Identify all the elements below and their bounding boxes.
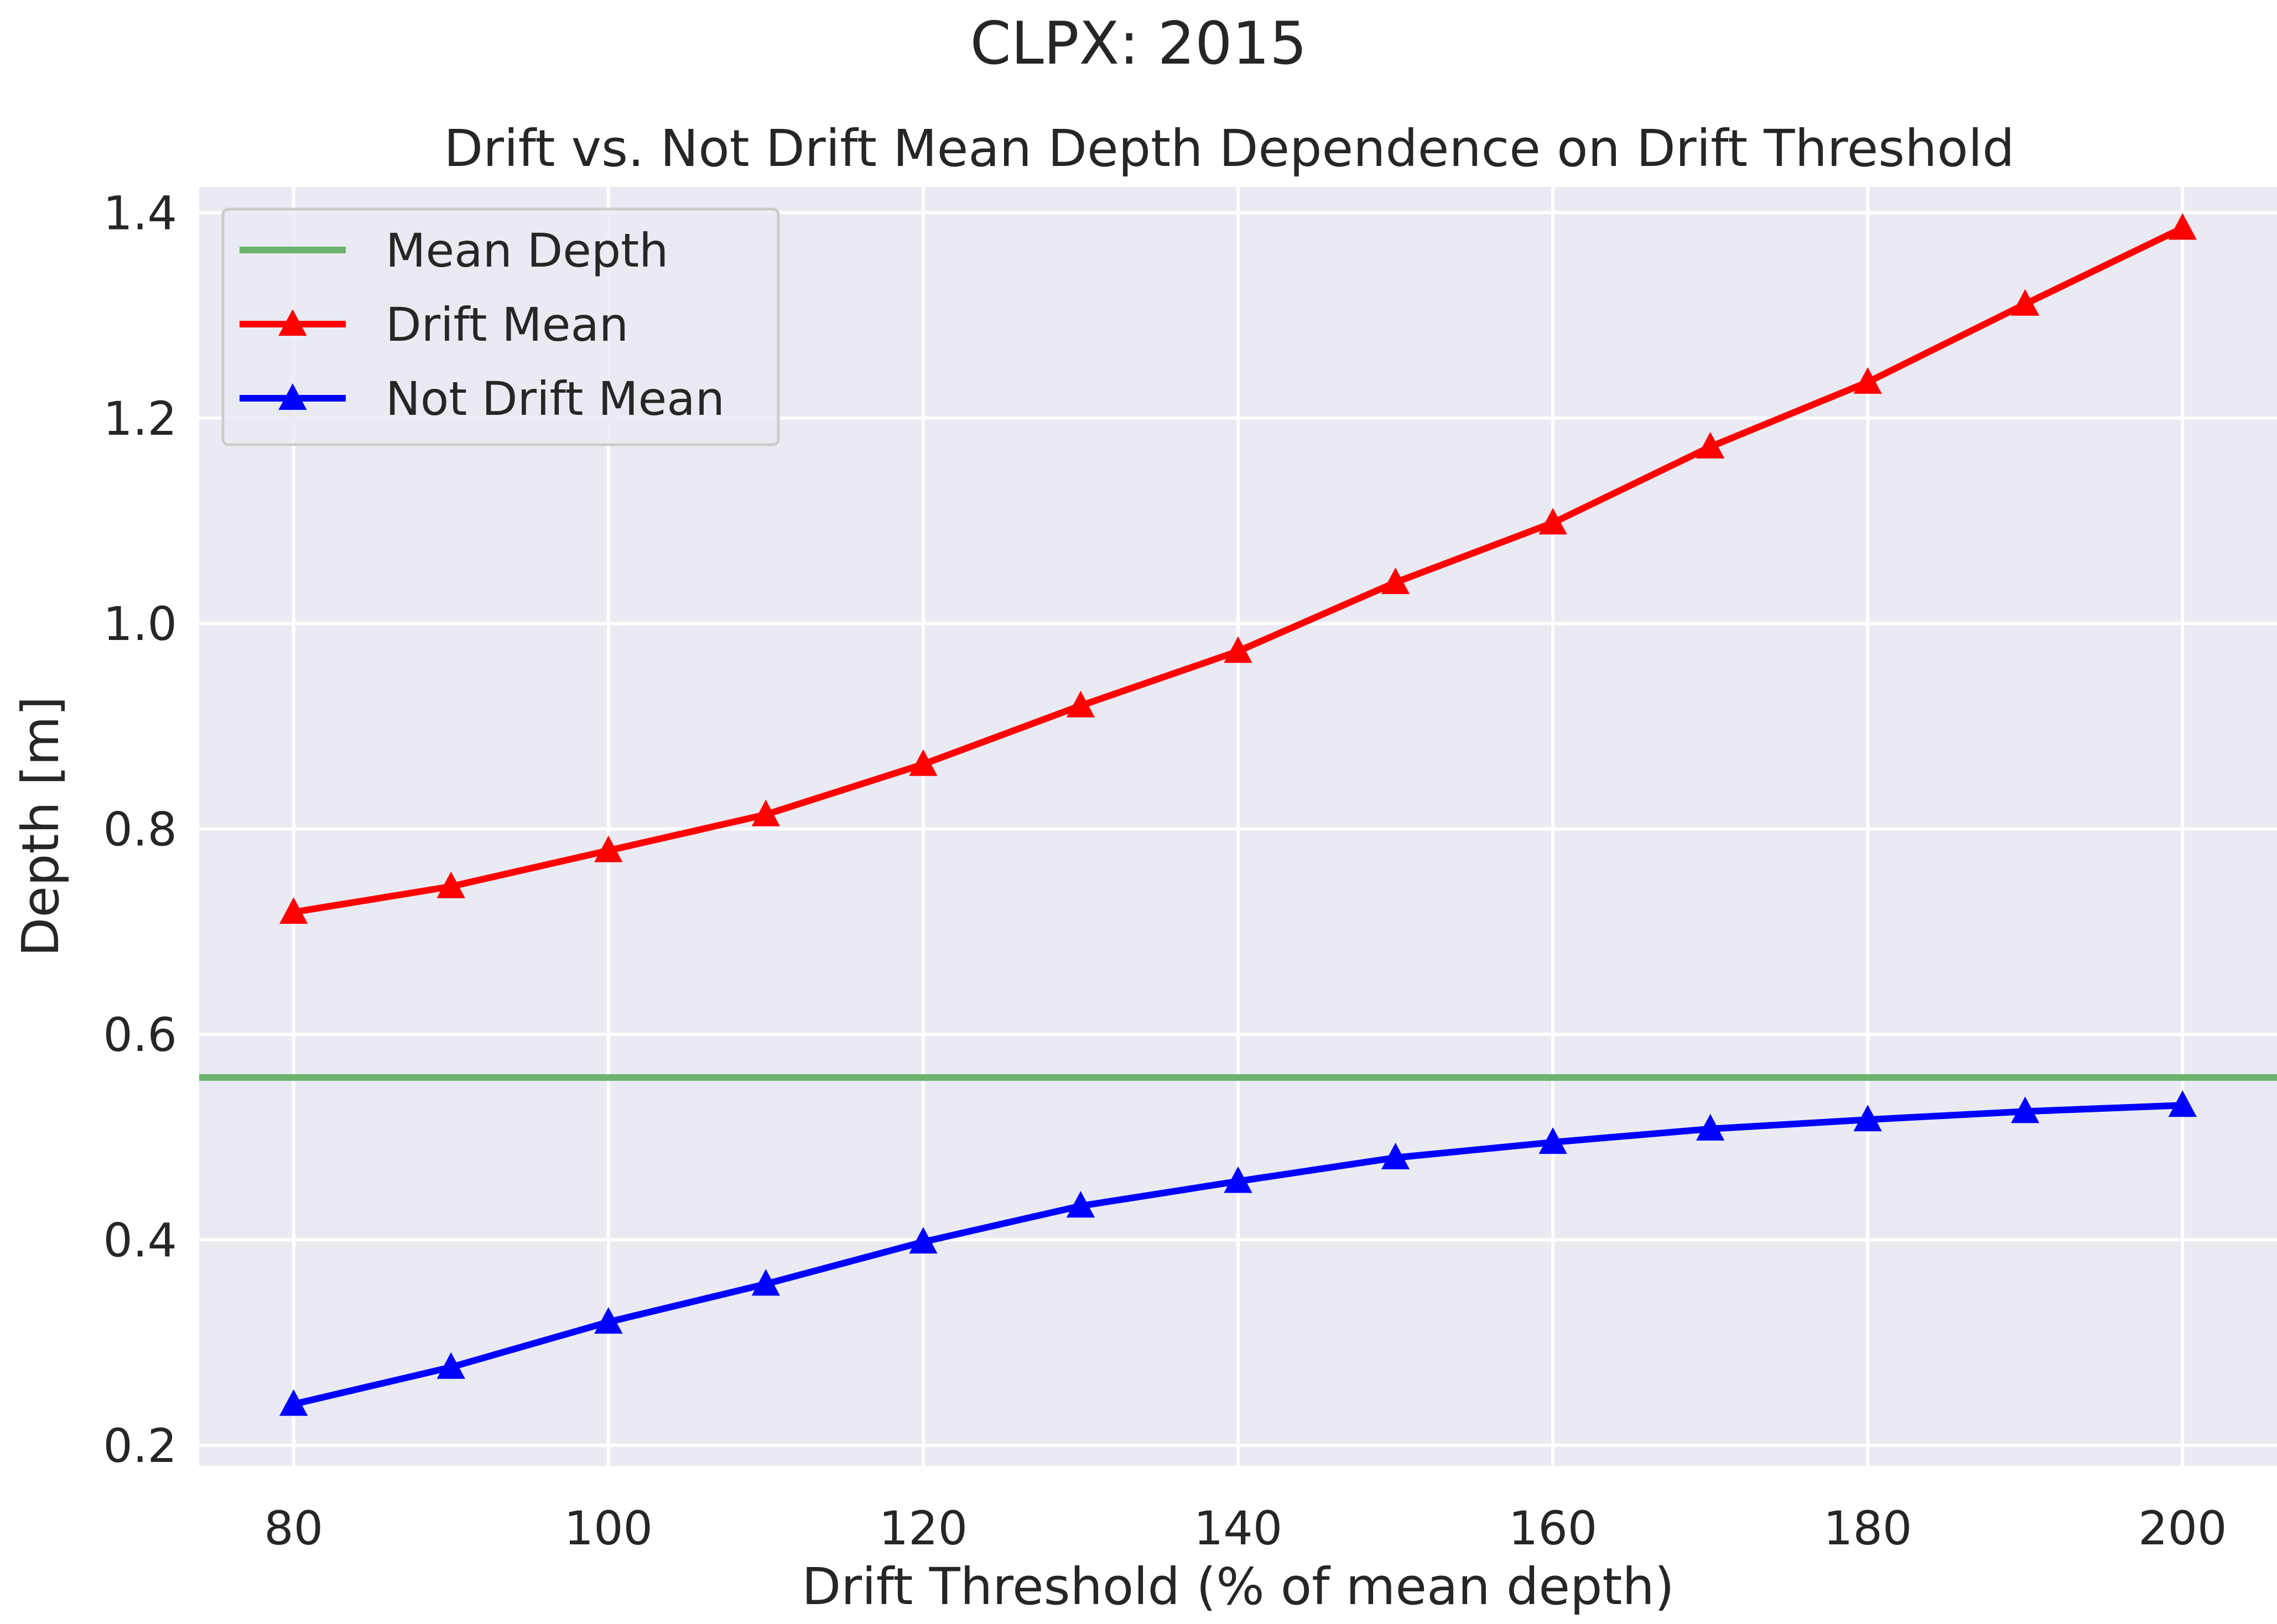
not-drift-mean-marker: [1066, 1191, 1095, 1218]
not-drift-mean-marker: [1224, 1166, 1252, 1193]
legend: Mean Depth Drift Mean Not Drift Mean: [221, 207, 780, 446]
not-drift-mean-marker: [594, 1307, 623, 1334]
legend-label-not-drift-mean: Not Drift Mean: [386, 372, 725, 426]
y-tick-label: 1.4: [103, 186, 177, 240]
x-tick-label: 100: [564, 1501, 653, 1555]
drift-mean-marker: [1538, 508, 1567, 535]
not-drift-mean-marker: [2011, 1096, 2040, 1123]
x-tick-label: 180: [1823, 1501, 1912, 1555]
drift-mean-marker: [1224, 636, 1252, 663]
not-drift-mean-marker: [2168, 1090, 2197, 1117]
x-tick-label: 200: [2138, 1501, 2227, 1555]
not-drift-mean-marker: [436, 1352, 465, 1379]
legend-label-drift-mean: Drift Mean: [386, 298, 628, 352]
legend-marker-drift-mean: [278, 309, 307, 336]
y-tick-label: 0.2: [103, 1419, 177, 1473]
drift-mean-marker: [1696, 431, 1725, 459]
series-group: [279, 213, 2197, 1416]
grid: [199, 187, 2277, 1466]
x-tick-label: 80: [264, 1501, 323, 1555]
x-tick-label: 120: [879, 1501, 968, 1555]
x-tick-label: 160: [1509, 1501, 1597, 1555]
not-drift-mean-marker: [1538, 1127, 1567, 1154]
drift-mean-marker: [909, 749, 938, 776]
drift-mean-series: [279, 213, 2197, 924]
chart-suptitle: CLPX: 2015: [970, 9, 1307, 77]
not-drift-mean-marker: [1696, 1113, 1725, 1141]
drift-mean-marker: [279, 897, 308, 924]
y-axis-ticks: 0.2 0.4 0.6 0.8 1.0 1.2 1.4: [103, 186, 177, 1472]
x-tick-label: 140: [1194, 1501, 1282, 1555]
not-drift-mean-marker: [279, 1389, 308, 1416]
legend-label-mean-depth: Mean Depth: [386, 223, 668, 278]
legend-items: Mean Depth Drift Mean Not Drift Mean: [240, 223, 725, 426]
y-tick-label: 1.0: [103, 597, 177, 651]
y-tick-label: 1.2: [103, 392, 177, 446]
drift-mean-marker: [751, 799, 781, 826]
drift-mean-marker: [1853, 367, 1882, 394]
not-drift-mean-series: [279, 1090, 2197, 1416]
drift-mean-marker: [1066, 690, 1095, 717]
not-drift-mean-marker: [751, 1269, 781, 1296]
drift-mean-marker: [594, 835, 623, 862]
not-drift-mean-marker: [1381, 1142, 1410, 1169]
chart-title: Drift vs. Not Drift Mean Depth Dependenc…: [444, 119, 2014, 178]
drift-mean-marker: [2168, 213, 2197, 240]
not-drift-mean-marker: [909, 1227, 938, 1254]
y-tick-label: 0.8: [103, 803, 177, 857]
y-tick-label: 0.4: [103, 1213, 177, 1267]
legend-box: [221, 207, 780, 446]
drift-mean-marker: [1381, 567, 1410, 595]
y-tick-label: 0.6: [103, 1008, 177, 1062]
drift-mean-marker: [436, 871, 465, 898]
x-axis-ticks: 80 100 120 140 160 180 200: [264, 1501, 2227, 1555]
x-axis-label: Drift Threshold (% of mean depth): [802, 1557, 1674, 1616]
y-axis-label: Depth [m]: [11, 696, 70, 957]
not-drift-mean-marker: [1853, 1105, 1882, 1132]
legend-marker-not-drift-mean: [278, 383, 307, 410]
drift-mean-marker: [2011, 289, 2040, 316]
